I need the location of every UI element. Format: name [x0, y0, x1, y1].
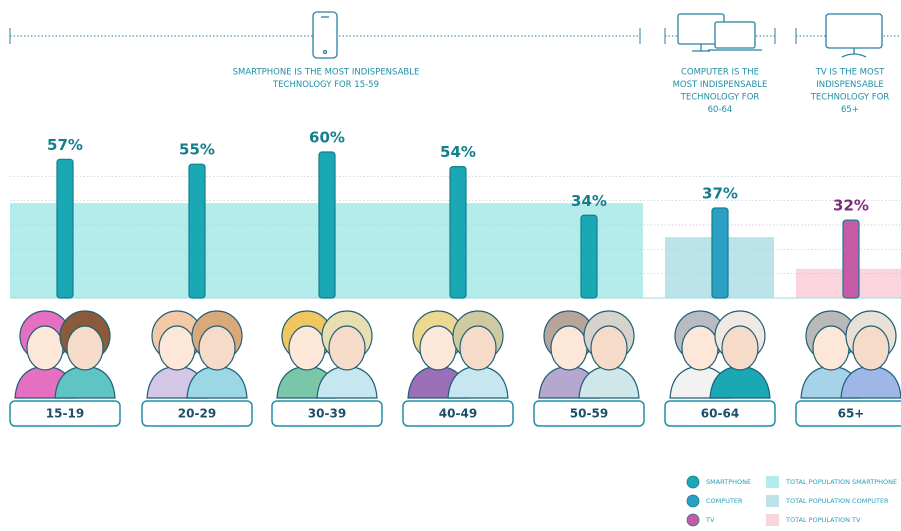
- legend-label: TV: [705, 516, 715, 524]
- avatar: [408, 311, 508, 398]
- annotation: COMPUTER IS THE: [681, 68, 759, 78]
- bar: [581, 215, 597, 298]
- avatar-face: [27, 326, 63, 370]
- annotation: 60-64: [708, 105, 733, 115]
- annotation: TECHNOLOGY FOR: [810, 93, 890, 103]
- avatar-face: [460, 326, 496, 370]
- value-label: 32%: [833, 197, 869, 215]
- value-label: 34%: [571, 192, 607, 210]
- bar: [189, 164, 205, 298]
- avatar-body: [448, 366, 508, 398]
- legend-label: TOTAL POPULATION SMARTPHONE: [785, 478, 897, 486]
- avatar-face: [199, 326, 235, 370]
- avatar-face: [591, 326, 627, 370]
- chart: SMARTPHONE TOTAL POPULATION SMARTPHONE COM…: [0, 0, 901, 531]
- avatar-face: [159, 326, 195, 370]
- category-label: 60-64: [701, 407, 739, 421]
- bar: [57, 159, 73, 298]
- avatar-body: [579, 366, 639, 398]
- legend-swatch: [687, 476, 699, 488]
- category-label: 20-29: [178, 407, 216, 421]
- annotation: SMARTPHONE IS THE MOST INDISPENSABLE: [233, 68, 420, 78]
- avatar-face: [551, 326, 587, 370]
- avatar: [539, 311, 639, 398]
- avatar: [15, 311, 115, 398]
- value-label: 55%: [179, 141, 215, 159]
- avatar: [801, 311, 901, 398]
- category-label: 50-59: [570, 407, 608, 421]
- legend-swatch: [766, 514, 779, 526]
- annotation: TV IS THE MOST: [815, 68, 885, 78]
- bar: [712, 208, 728, 298]
- avatar-face: [813, 326, 849, 370]
- computer-icon: [678, 14, 762, 51]
- value-label: 37%: [702, 184, 738, 202]
- category-label: 40-49: [439, 407, 477, 421]
- avatar-body: [55, 366, 115, 398]
- bar: [450, 167, 466, 298]
- annotation: MOST INDISPENSABLE: [673, 80, 768, 90]
- value-label: 57%: [47, 136, 83, 154]
- bar: [843, 220, 859, 298]
- value-label: 54%: [440, 143, 476, 161]
- avatar-face: [722, 326, 758, 370]
- category-label: 65+: [838, 407, 865, 421]
- legend: SMARTPHONE TOTAL POPULATION SMARTPHONE COM…: [687, 476, 897, 526]
- legend-label: TOTAL POPULATION COMPUTER: [785, 497, 889, 505]
- legend-swatch: [687, 495, 699, 507]
- avatar-face: [329, 326, 365, 370]
- legend-swatch: [766, 476, 779, 488]
- annotation: INDISPENSABLE: [816, 80, 883, 90]
- annotation: TECHNOLOGY FOR 15-59: [272, 80, 379, 90]
- tv-icon: [826, 14, 882, 57]
- avatar-face: [420, 326, 456, 370]
- annotation: 65+: [841, 105, 859, 115]
- value-label: 60%: [309, 129, 345, 147]
- avatar: [147, 311, 247, 398]
- avatar-face: [67, 326, 103, 370]
- avatar-face: [853, 326, 889, 370]
- bar: [319, 152, 335, 298]
- phone-icon: [313, 12, 337, 58]
- legend-label: COMPUTER: [706, 497, 743, 505]
- category-label: 15-19: [46, 407, 84, 421]
- avatar-face: [682, 326, 718, 370]
- avatar-body: [841, 366, 901, 398]
- legend-swatch: [687, 514, 699, 526]
- avatar-body: [187, 366, 247, 398]
- avatar-face: [289, 326, 325, 370]
- avatar-body: [317, 366, 377, 398]
- avatar-body: [710, 366, 770, 398]
- category-label: 30-39: [308, 407, 346, 421]
- legend-label: SMARTPHONE: [706, 478, 751, 486]
- avatar: [277, 311, 377, 398]
- annotation: TECHNOLOGY FOR: [680, 93, 760, 103]
- legend-swatch: [766, 495, 779, 507]
- legend-label: TOTAL POPULATION TV: [785, 516, 861, 524]
- avatar: [670, 311, 770, 398]
- top-guides: [10, 28, 900, 44]
